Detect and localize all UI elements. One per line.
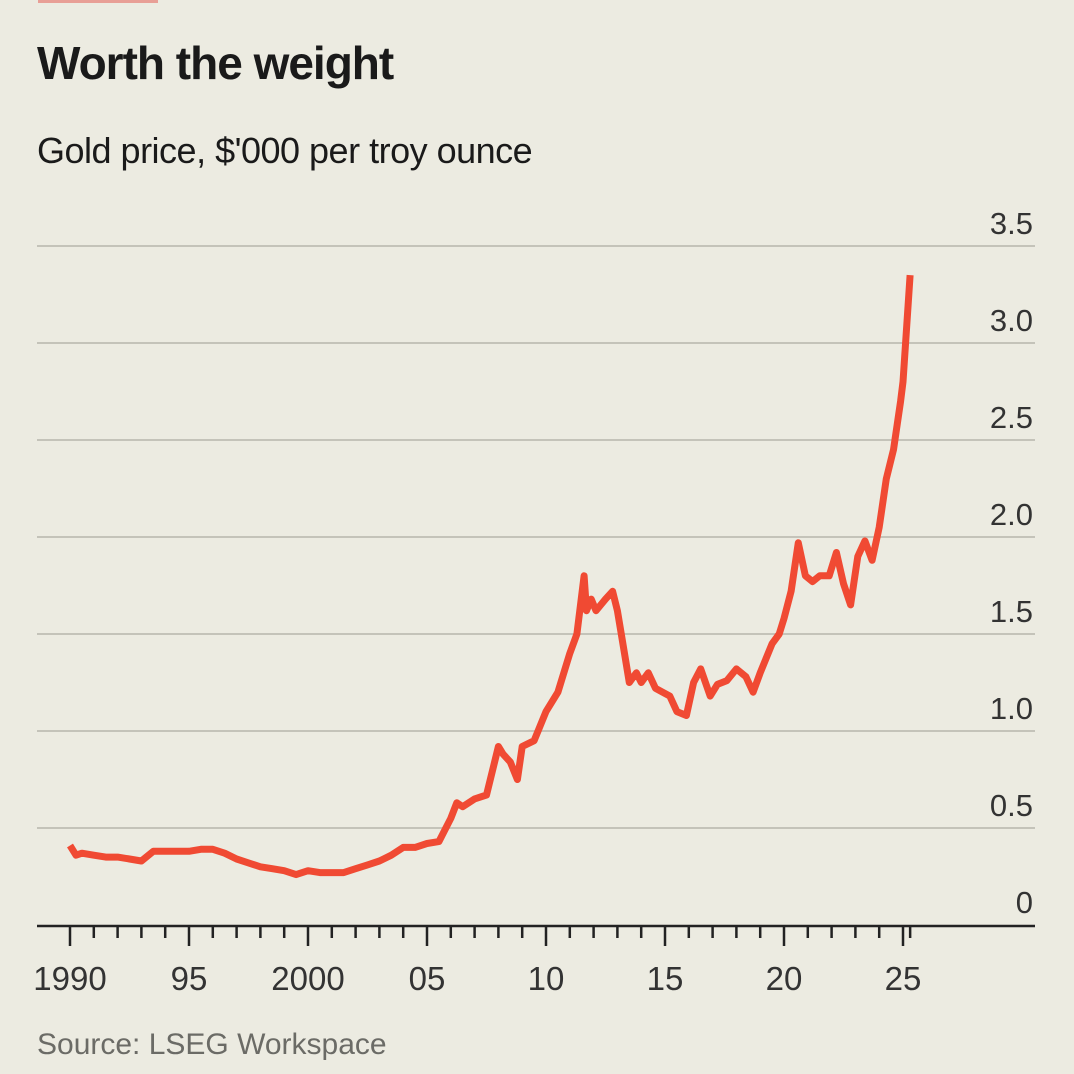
y-axis-labels: 0 0.5 1.0 1.5 2.0 2.5 3.0 3.5 [990, 206, 1033, 920]
x-tick-label: 1990 [33, 960, 106, 997]
x-tick-label: 2000 [271, 960, 344, 997]
x-tick-label: 95 [171, 960, 208, 997]
x-tick-label: 15 [647, 960, 684, 997]
header-accent-bar [38, 0, 158, 3]
x-tick-label: 05 [409, 960, 446, 997]
y-tick-label: 0 [1016, 885, 1033, 920]
chart-subtitle: Gold price, $'000 per troy ounce [37, 130, 533, 171]
y-tick-label: 1.5 [990, 594, 1033, 629]
y-tick-label: 1.0 [990, 691, 1033, 726]
source-note: Source: LSEG Workspace [37, 1028, 387, 1061]
x-tick-label: 10 [528, 960, 565, 997]
y-tick-label: 0.5 [990, 788, 1033, 823]
x-tick-label: 25 [885, 960, 922, 997]
y-tick-label: 3.0 [990, 303, 1033, 338]
gridlines [37, 245, 1035, 829]
gold-price-line [67, 274, 914, 879]
x-axis-labels: 1990 95 2000 05 10 15 20 25 [33, 960, 921, 997]
x-tick-label: 20 [766, 960, 803, 997]
x-axis [37, 924, 1035, 946]
y-tick-label: 2.0 [990, 497, 1033, 532]
y-tick-label: 3.5 [990, 206, 1033, 241]
series-group [67, 274, 914, 879]
y-tick-label: 2.5 [990, 400, 1033, 435]
chart-title: Worth the weight [37, 37, 394, 89]
